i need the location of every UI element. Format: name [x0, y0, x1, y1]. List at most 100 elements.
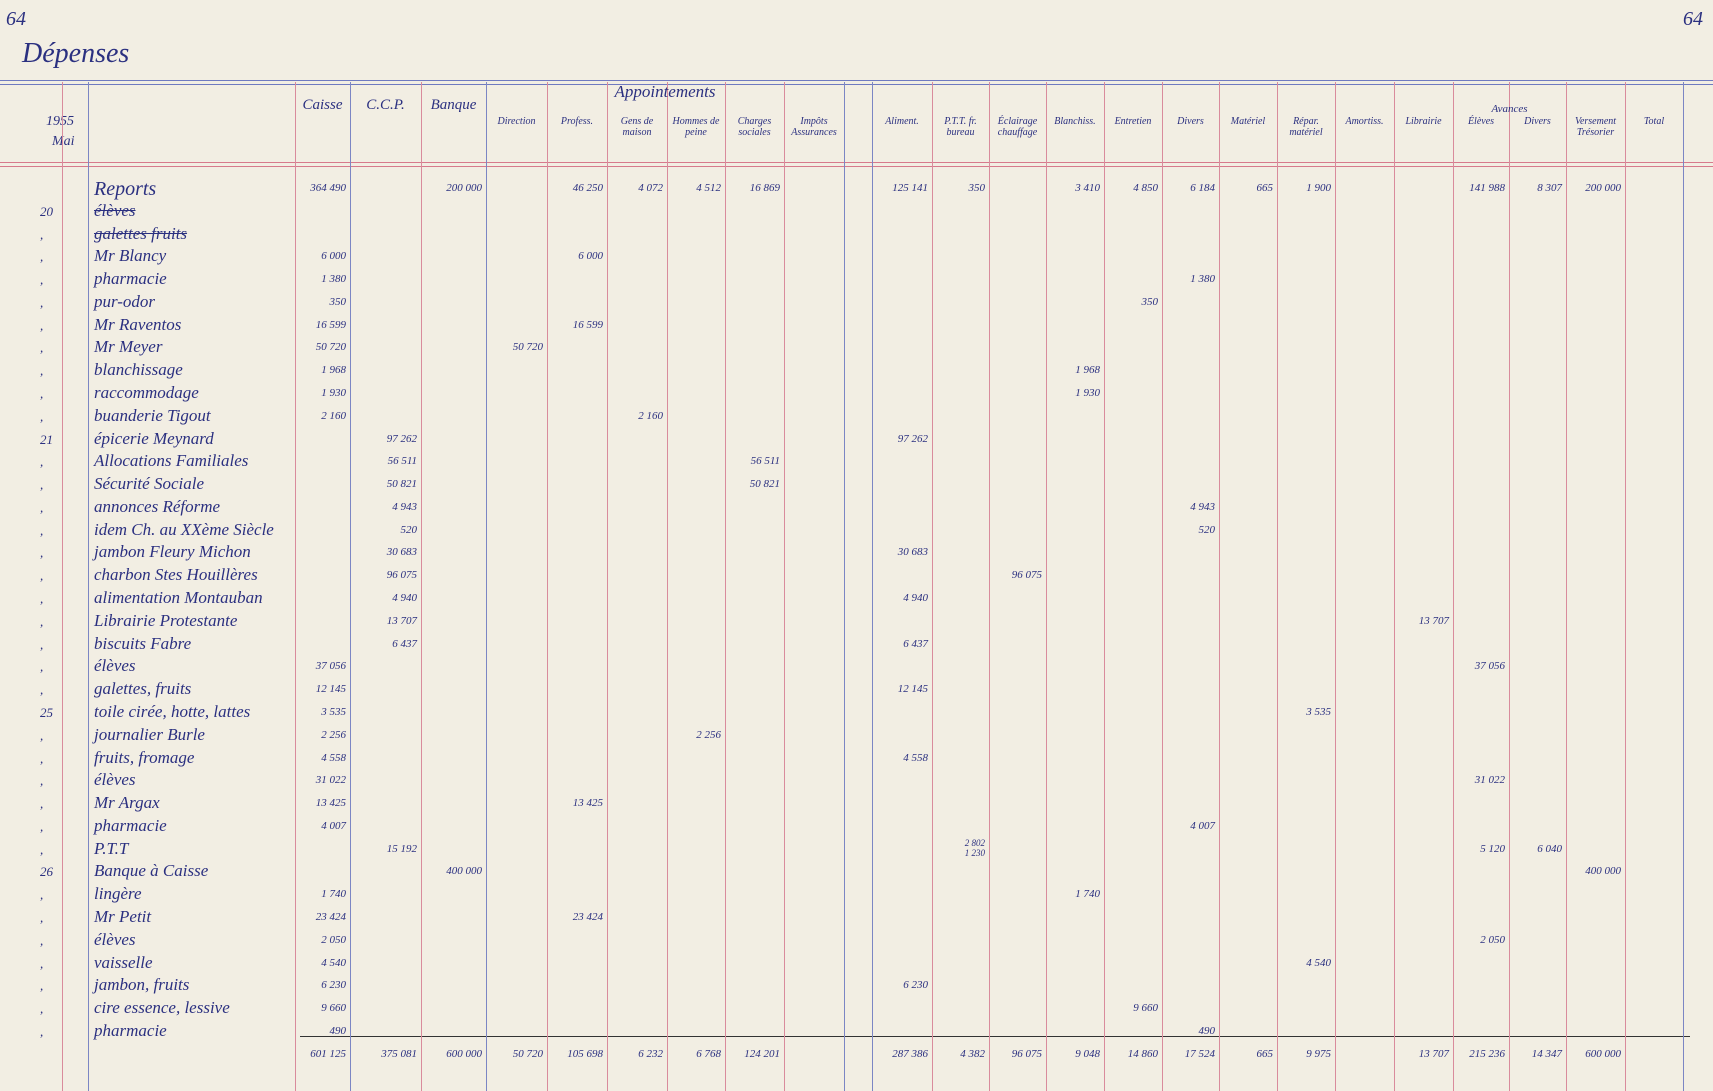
- amount: 287 386: [892, 1048, 928, 1060]
- amount: 1 380: [321, 273, 346, 286]
- amount: 96 075: [1011, 1048, 1042, 1060]
- entry-date: 25: [40, 704, 53, 720]
- amount: 6 230: [903, 979, 928, 992]
- entry-label: fruits, fromage: [94, 747, 195, 767]
- page-title: Dépenses: [22, 38, 130, 69]
- amount: 50 821: [749, 478, 780, 491]
- entry-date: 21: [40, 431, 53, 447]
- column-rule: [1219, 82, 1220, 1091]
- column-header: Entretien: [1114, 116, 1152, 127]
- column-rule: [784, 82, 785, 1091]
- amount: 2 256: [696, 728, 721, 741]
- amount: 6 000: [578, 250, 603, 263]
- entry-label: galettes, fruits: [94, 679, 192, 699]
- entry-label: galettes fruits: [94, 223, 188, 243]
- amount: 4 072: [638, 182, 663, 194]
- entry-date: ,: [40, 249, 44, 265]
- column-rule: [486, 82, 487, 1091]
- amount: 4 943: [1190, 500, 1215, 513]
- entry-label: idem Ch. au XXème Siècle: [94, 519, 274, 539]
- amount: 4 940: [903, 592, 928, 605]
- column-rule: [1277, 82, 1278, 1091]
- entry-label: épicerie Meynard: [94, 428, 214, 448]
- column-rule: [1566, 82, 1567, 1091]
- amount: 400 000: [1585, 865, 1621, 878]
- amount: 9 048: [1075, 1048, 1100, 1060]
- amount: 520: [400, 523, 418, 536]
- entry-date: ,: [40, 408, 44, 424]
- amount: 4 007: [321, 819, 346, 832]
- rule: [0, 162, 1713, 163]
- amount: 1 900: [1306, 182, 1331, 194]
- column-header: Banque: [430, 97, 477, 113]
- column-header: P.T.T. fr. bureau: [944, 116, 977, 138]
- entry-label: vaisselle: [94, 952, 153, 972]
- column-header: Élèves: [1467, 116, 1495, 127]
- amount: 14 347: [1531, 1048, 1562, 1060]
- column-rule: [1683, 82, 1684, 1091]
- entry-date: 20: [40, 203, 53, 219]
- amount: 37 056: [1474, 660, 1505, 673]
- amount: 50 720: [512, 1048, 543, 1060]
- column-header: Profess.: [560, 116, 594, 127]
- amount: 1 930: [321, 387, 346, 400]
- column-header: Amortiss.: [1345, 116, 1384, 127]
- amount: 1 740: [1075, 888, 1100, 901]
- entry-date: ,: [40, 909, 44, 925]
- entry-label: élèves: [94, 200, 136, 220]
- entry-date: ,: [40, 386, 44, 402]
- entry-date: ,: [40, 477, 44, 493]
- entry-label: annonces Réforme: [94, 496, 221, 516]
- column-rule: [607, 82, 608, 1091]
- amount: 124 201: [744, 1048, 780, 1060]
- amount: 6 184: [1190, 182, 1215, 194]
- amount: 215 236: [1469, 1048, 1505, 1060]
- amount: 56 511: [387, 455, 417, 468]
- entry-label: pharmacie: [94, 815, 167, 835]
- column-header: Hommes de peine: [672, 116, 720, 138]
- page-number: 64: [6, 8, 26, 30]
- column-header: Gens de maison: [620, 116, 654, 138]
- month: Mai: [52, 134, 75, 149]
- entry-label: Librairie Protestante: [94, 610, 238, 630]
- column-rule: [1394, 82, 1395, 1091]
- amount: 5 120: [1480, 842, 1505, 855]
- column-header: Impôts Assurances: [791, 116, 837, 138]
- column-header: Versement Trésorier: [1574, 116, 1617, 138]
- column-group-header: Avances: [1491, 103, 1528, 115]
- entry-date: ,: [40, 226, 44, 242]
- amount: 9 660: [321, 1002, 346, 1015]
- entry-label: P.T.T: [94, 838, 129, 858]
- entry-date: ,: [40, 522, 44, 538]
- amount: 23 424: [572, 910, 603, 923]
- amount: 56 511: [750, 455, 780, 468]
- amount: 600 000: [446, 1048, 482, 1060]
- amount: 6 040: [1537, 842, 1562, 855]
- entry-label: Mr Raventos: [94, 314, 182, 334]
- entry-date: ,: [40, 818, 44, 834]
- column-header: Divers: [1524, 116, 1551, 127]
- entry-date: ,: [40, 636, 44, 652]
- column-header: Charges sociales: [737, 116, 772, 138]
- amount: 490: [329, 1024, 347, 1037]
- amount: 3 535: [321, 705, 346, 718]
- entry-label: journalier Burle: [94, 724, 205, 744]
- amount: 6 768: [696, 1048, 721, 1060]
- amount: 46 250: [572, 182, 603, 194]
- amount: 2 050: [1480, 933, 1505, 946]
- amount: 6 230: [321, 979, 346, 992]
- column-rule: [844, 82, 845, 1091]
- entry-date: ,: [40, 340, 44, 356]
- amount: 600 000: [1585, 1048, 1621, 1060]
- amount: 4 940: [392, 592, 417, 605]
- entry-label: Mr Argax: [94, 793, 160, 813]
- entry-label: alimentation Montauban: [94, 588, 263, 608]
- amount: 350: [968, 182, 986, 194]
- amount: 1 740: [321, 888, 346, 901]
- entry-date: ,: [40, 796, 44, 812]
- amount: 96 075: [1011, 569, 1042, 582]
- column-header: Librairie: [1405, 116, 1442, 127]
- amount: 665: [1256, 182, 1274, 194]
- entry-date: ,: [40, 317, 44, 333]
- column-rule: [1625, 82, 1626, 1091]
